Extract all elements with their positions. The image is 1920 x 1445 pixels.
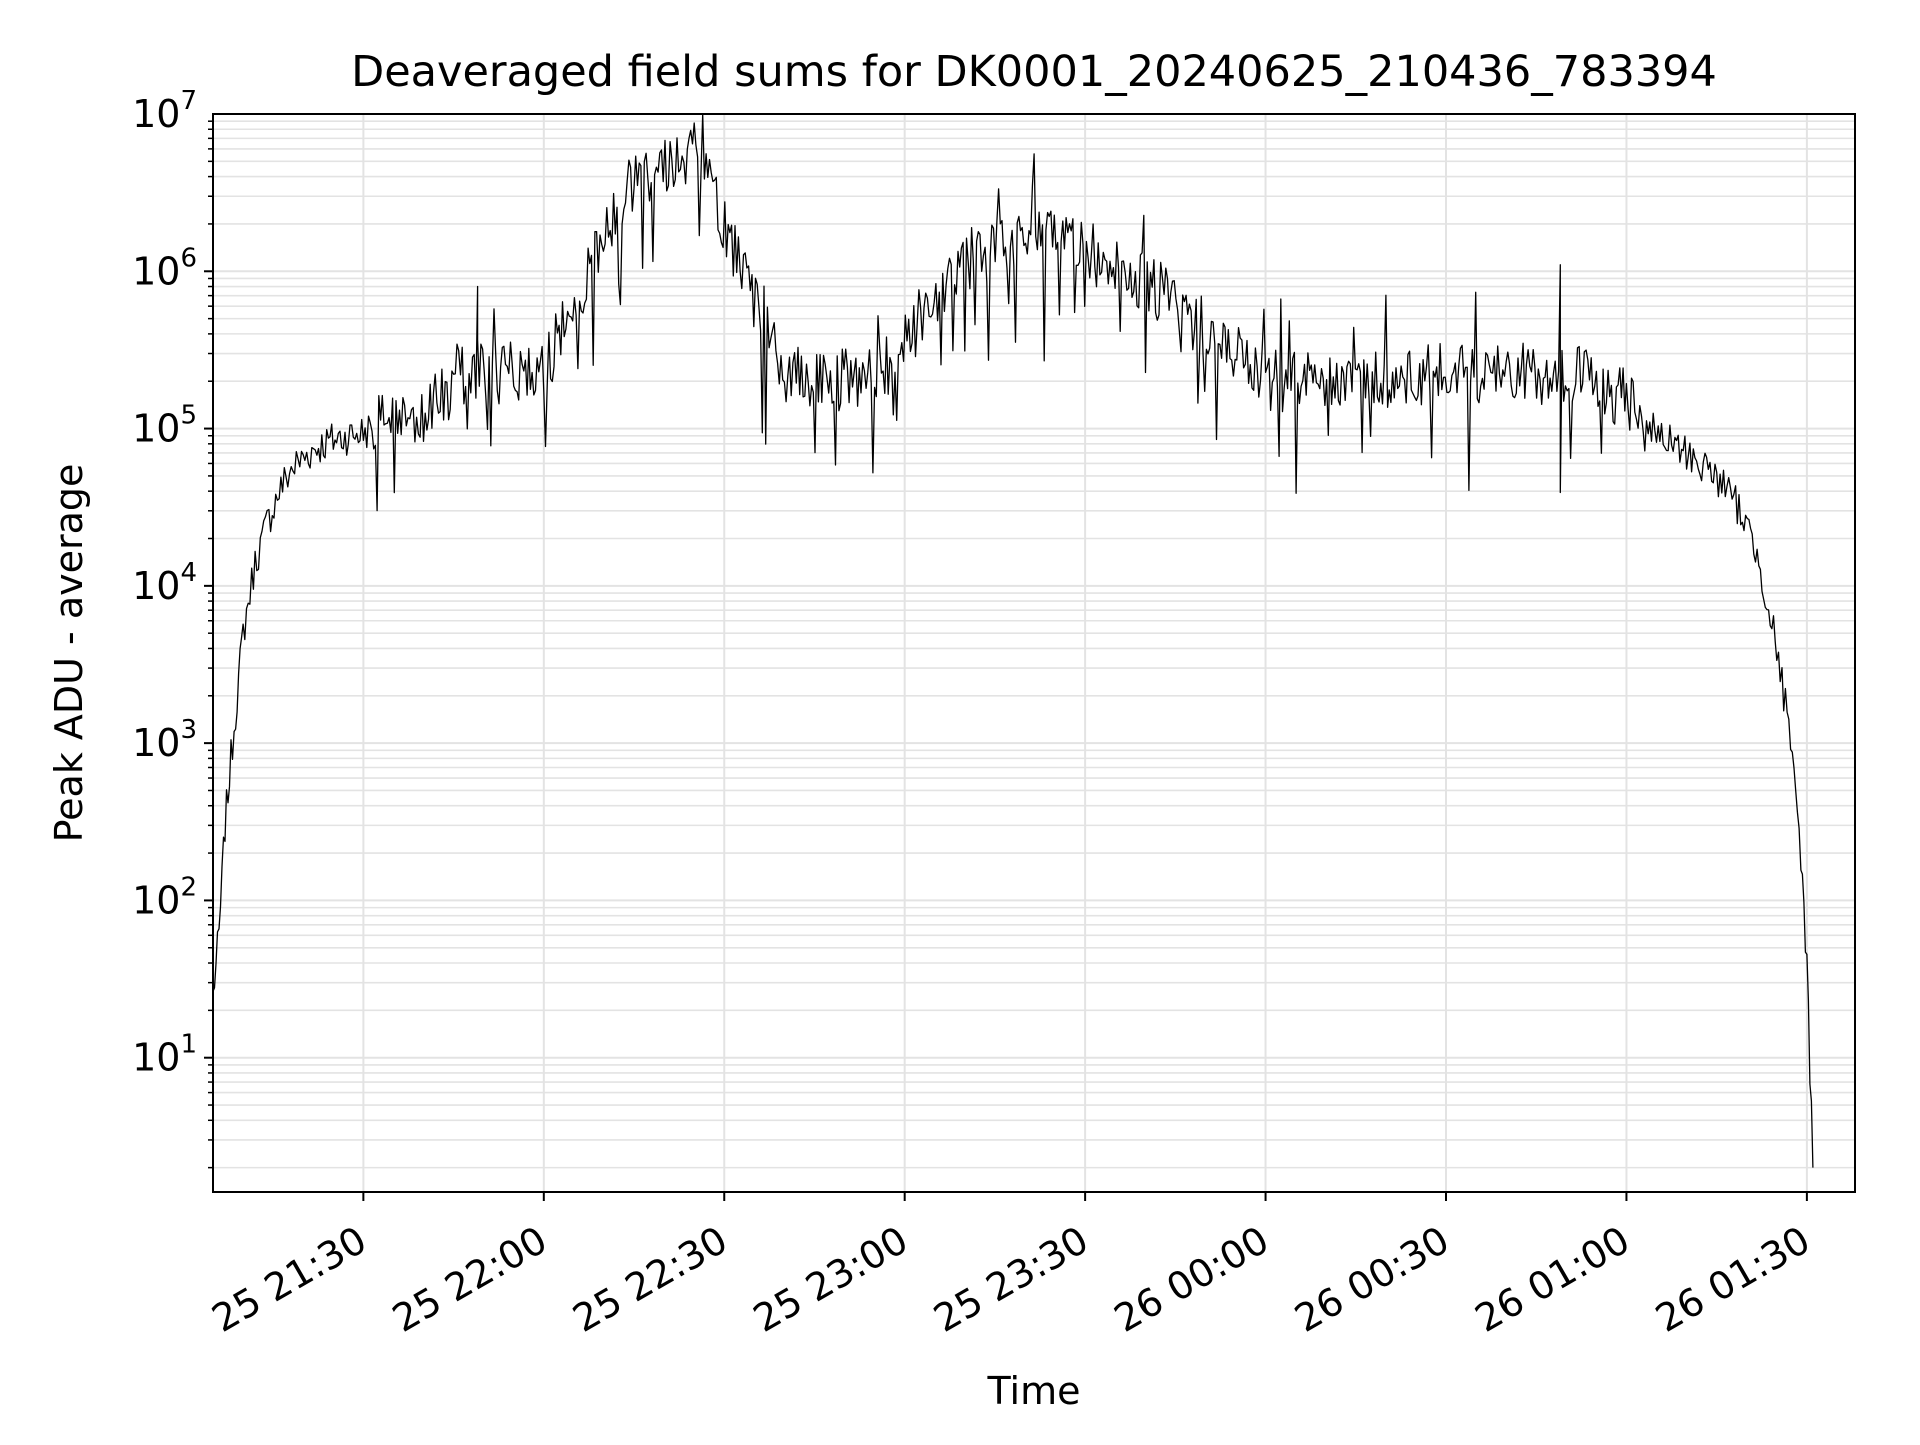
y-tick-label: 103 xyxy=(132,715,197,765)
y-tick-label: 105 xyxy=(132,401,197,451)
data-series-line xyxy=(212,113,1814,1168)
y-tick-label: 107 xyxy=(132,86,197,136)
y-tick-label: 101 xyxy=(132,1030,197,1080)
y-axis-label: Peak ADU - average xyxy=(47,464,91,843)
plot-area-frame xyxy=(212,113,1856,1193)
y-tick-label: 102 xyxy=(132,872,197,922)
chart-title: Deaveraged field sums for DK0001_2024062… xyxy=(351,47,1717,97)
y-tick-label: 104 xyxy=(132,558,197,608)
grid-layer xyxy=(213,114,1855,1192)
data-layer xyxy=(212,113,1814,1168)
y-tick-label: 106 xyxy=(132,243,197,293)
x-axis-label: Time xyxy=(987,1369,1081,1413)
